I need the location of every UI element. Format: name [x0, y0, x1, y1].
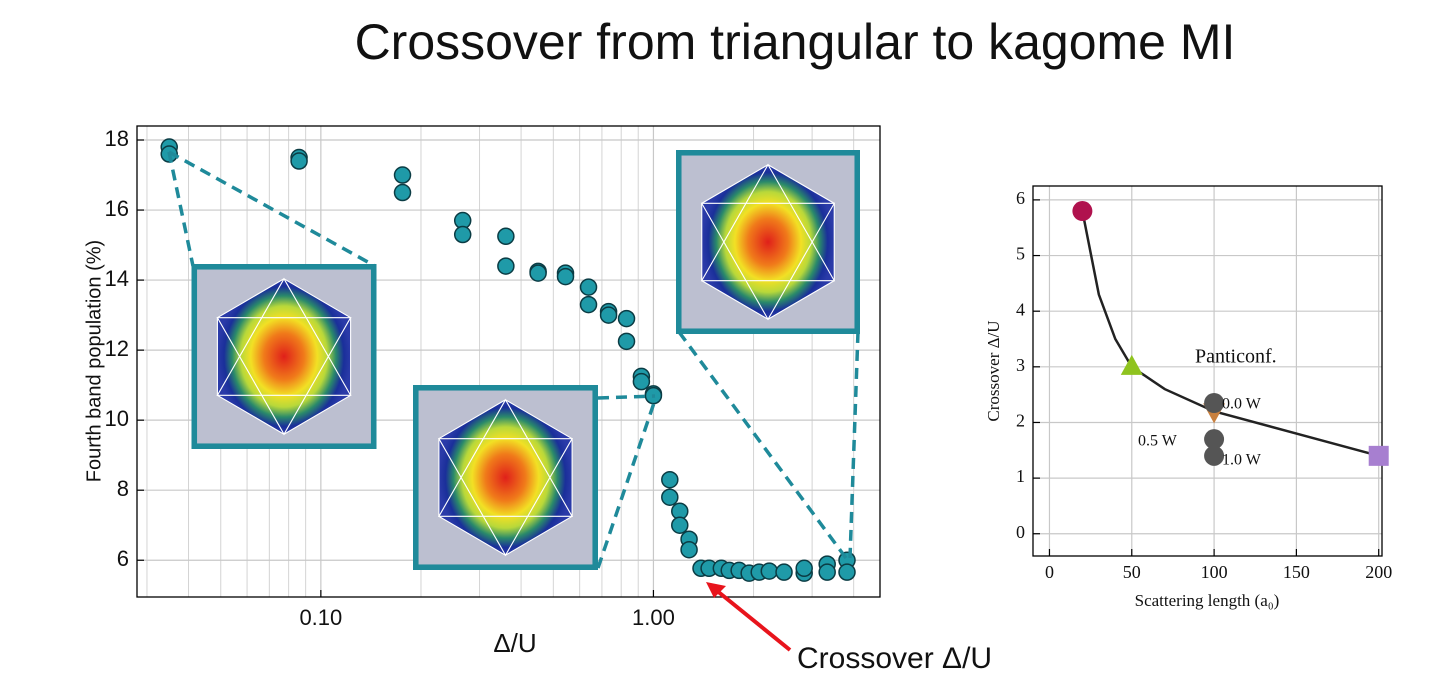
y-tick-label: 1 — [1016, 466, 1025, 486]
title: Crossover from triangular to kagome MI — [355, 14, 1236, 70]
x-axis-label: Δ/U — [493, 628, 536, 658]
marker — [776, 564, 792, 580]
marker — [619, 333, 635, 349]
marker — [633, 374, 649, 390]
inset-image — [413, 385, 598, 570]
y-tick-label: 14 — [105, 266, 129, 291]
y-axis-label: Fourth band population (%) — [83, 240, 105, 482]
y-tick-label: 10 — [105, 406, 129, 431]
inset-image — [192, 264, 377, 449]
marker — [662, 472, 678, 488]
marker — [558, 269, 574, 285]
y-tick-label: 5 — [1016, 244, 1025, 264]
marker — [395, 167, 411, 183]
marker — [672, 517, 688, 533]
inset-image — [676, 150, 860, 334]
marker — [581, 297, 597, 313]
marker — [581, 279, 597, 295]
y-tick-label: 3 — [1016, 355, 1025, 375]
y-tick-label: 4 — [1016, 299, 1025, 319]
annotation: 0.0 W — [1222, 396, 1262, 413]
marker — [498, 228, 514, 244]
marker — [819, 564, 835, 580]
marker — [395, 185, 411, 201]
x-tick-label: 100 — [1201, 562, 1228, 582]
arrow-line — [716, 590, 790, 650]
y-tick-label: 6 — [1016, 188, 1025, 208]
x-tick-label: 200 — [1365, 562, 1392, 582]
marker — [1369, 446, 1389, 466]
marker — [530, 265, 546, 281]
y-axis-label: Crossover Δ/U — [984, 320, 1003, 421]
marker — [1072, 201, 1092, 221]
marker — [662, 489, 678, 505]
right-chart: 0 50 100 150 200 0 1 2 3 4 5 6 Scattering length (a₀… — [984, 186, 1392, 610]
marker — [681, 542, 697, 558]
y-tick-label: 2 — [1016, 411, 1025, 431]
marker — [796, 560, 812, 576]
y-tick-label: 16 — [105, 196, 129, 221]
annotation: Panticonf. — [1195, 346, 1277, 368]
y-tick-label: 6 — [117, 546, 129, 571]
x-tick-label: 1.00 — [632, 605, 675, 630]
marker — [601, 307, 617, 323]
annotation: 1.0 W — [1222, 452, 1262, 469]
y-tick-label: 12 — [105, 336, 129, 361]
x-tick-label: 0 — [1045, 562, 1054, 582]
y-tick-label: 18 — [105, 126, 129, 151]
y-tick-label: 8 — [117, 476, 129, 501]
marker — [498, 258, 514, 274]
marker — [291, 153, 307, 169]
marker — [619, 311, 635, 327]
marker — [761, 563, 777, 579]
marker — [455, 227, 471, 243]
x-axis-label: Scattering length (a₀) — [1135, 591, 1280, 610]
x-tick-label: 50 — [1123, 562, 1141, 582]
x-tick-label: 0.10 — [299, 605, 342, 630]
plot-area — [1033, 186, 1382, 556]
annotation: Crossover Δ/U — [797, 642, 992, 675]
annotation: 0.5 W — [1138, 433, 1178, 450]
slide: Crossover from triangular to kagome MI 0… — [0, 0, 1449, 688]
marker — [839, 564, 855, 580]
x-tick-label: 150 — [1283, 562, 1310, 582]
y-tick-label: 0 — [1016, 522, 1025, 542]
